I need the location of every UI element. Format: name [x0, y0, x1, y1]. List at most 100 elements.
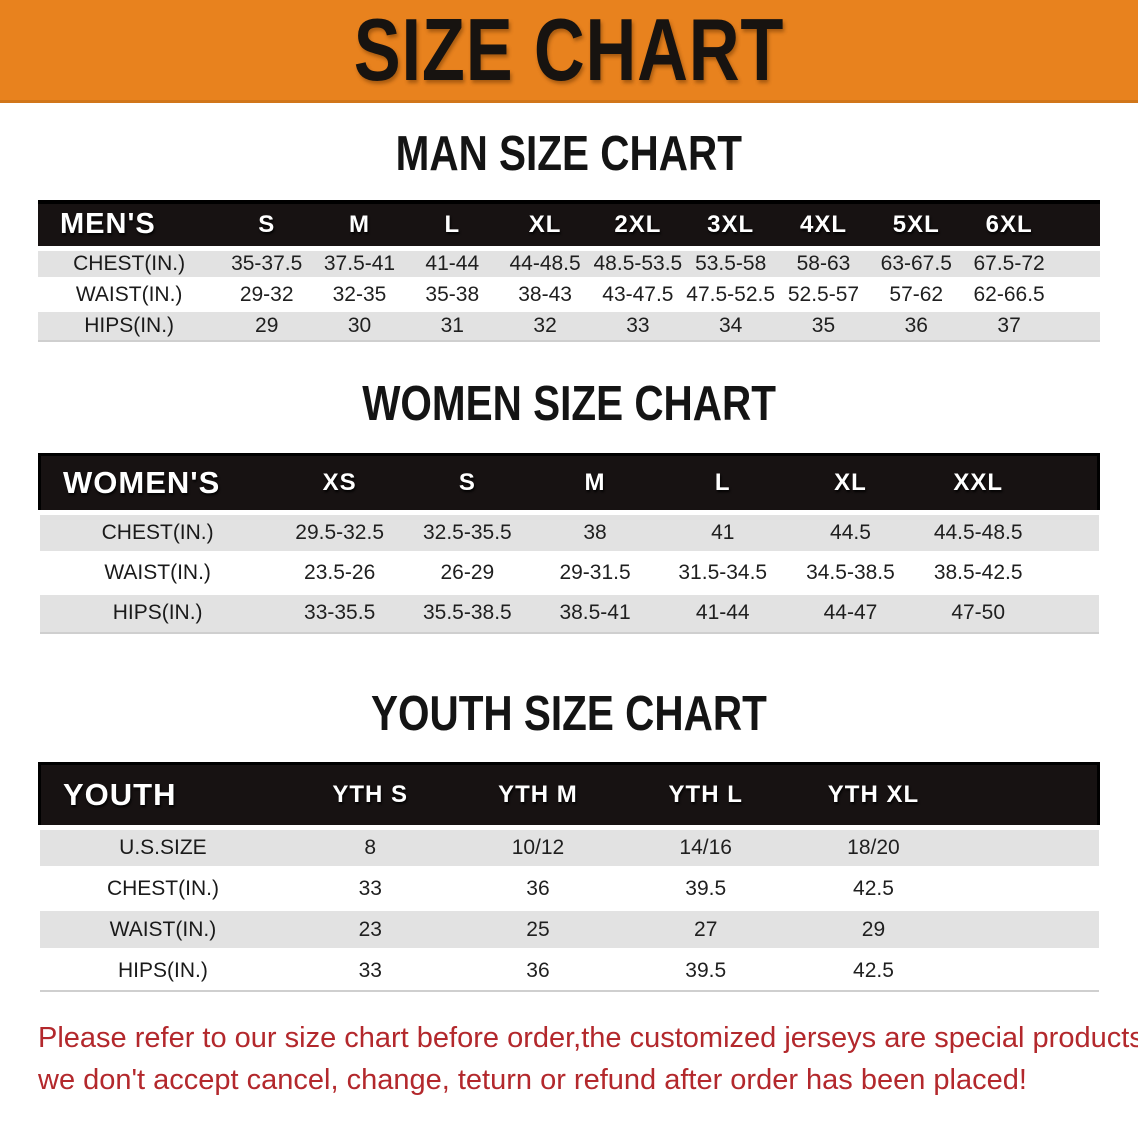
table-row: WAIST(IN.) 23.5-26 26-29 29-31.5 31.5-34.5 34…: [39, 552, 1099, 593]
row-label: U.S.SIZE: [119, 835, 207, 859]
size-cell: 44-48.5: [509, 251, 581, 275]
men-section-heading-text: MAN SIZE CHART: [395, 125, 743, 181]
size-cell: 10/12: [511, 835, 565, 859]
size-cell: 34: [719, 314, 743, 337]
row-label: CHEST(IN.): [101, 520, 214, 544]
size-cell: 43-47.5: [602, 282, 674, 306]
header-spacer-cell: [1056, 202, 1100, 248]
size-cell: 35-37.5: [231, 251, 303, 275]
women-size-table: WOMEN'S XS S M L XL XXL CHEST(IN.) 29.5-32.5 32.5…: [38, 453, 1100, 634]
table-header-row: MEN'S S M L XL 2XL 3XL 4XL 5XL 6XL: [38, 202, 1100, 248]
column-header: L: [714, 469, 731, 496]
size-cell: 36: [526, 959, 550, 982]
size-cell: 62-66.5: [973, 282, 1045, 306]
column-header: XL: [528, 210, 562, 238]
section-women: WOMEN SIZE CHART WOMEN'S XS S M L XL XXL CHEST(…: [0, 342, 1138, 634]
size-cell: 8: [364, 835, 377, 859]
size-cell: 44.5: [830, 520, 871, 544]
size-cell: 23.5-26: [304, 560, 376, 584]
table-title: YOUTH: [63, 776, 177, 812]
table-header-row: YOUTH YTH S YTH M YTH L YTH XL: [39, 763, 1099, 827]
size-cell: 33: [358, 959, 382, 982]
size-cell: 29: [861, 917, 886, 941]
size-cell: 41-44: [695, 601, 750, 624]
size-cell: 29.5-32.5: [295, 520, 385, 544]
size-cell: 31.5-34.5: [678, 560, 768, 584]
table-row: CHEST(IN.) 35-37.5 37.5-41 41-44 44-48.5 48.5…: [38, 248, 1100, 279]
youth-size-table: YOUTH YTH S YTH M YTH L YTH XL U.S.SIZE 8 10/12…: [38, 762, 1100, 992]
size-cell: 29: [255, 314, 279, 337]
column-header: YTH L: [668, 780, 743, 808]
size-cell: 41: [711, 520, 735, 544]
row-spacer-cell: [957, 950, 1098, 991]
column-header: S: [258, 210, 276, 238]
column-header: YTH M: [498, 780, 578, 808]
table-row: WAIST(IN.) 29-32 32-35 35-38 38-43 43-47.5 47.…: [38, 279, 1100, 310]
column-header: YTH XL: [827, 780, 920, 808]
size-cell: 47.5-52.5: [686, 282, 776, 306]
size-cell: 57-62: [889, 282, 944, 306]
size-cell: 53.5-58: [695, 251, 767, 275]
header-spacer-cell: [1042, 455, 1098, 513]
table-row: HIPS(IN.) 33-35.5 35.5-38.5 38.5-41 41-44 44-…: [39, 592, 1099, 633]
size-cell: 30: [347, 314, 372, 337]
column-header: 6XL: [985, 210, 1033, 238]
size-cell: 35-38: [425, 282, 480, 306]
column-header: 4XL: [799, 210, 847, 238]
size-cell: 63-67.5: [880, 251, 952, 275]
row-label: WAIST(IN.): [104, 560, 211, 584]
size-cell: 34.5-38.5: [806, 560, 895, 584]
size-cell: 42.5: [853, 959, 894, 982]
size-cell: 33-35.5: [304, 601, 376, 624]
size-cell: 44-47: [823, 601, 878, 624]
column-header: YTH S: [332, 780, 409, 808]
row-spacer-cell: [1056, 310, 1100, 341]
row-label: HIPS(IN.): [118, 959, 208, 982]
size-cell: 18/20: [847, 835, 900, 859]
size-cell: 32.5-35.5: [422, 520, 512, 544]
size-cell: 29-31.5: [559, 560, 631, 584]
row-label: HIPS(IN.): [112, 601, 203, 624]
row-label: CHEST(IN.): [73, 251, 186, 275]
table-row: CHEST(IN.) 33 36 39.5 42.5: [39, 868, 1099, 909]
row-spacer-cell: [1042, 553, 1098, 593]
size-cell: 33: [626, 314, 650, 337]
column-header: 3XL: [707, 210, 755, 238]
size-cell: 58-63: [796, 251, 851, 275]
section-youth: YOUTH SIZE CHART YOUTH YTH S YTH M YTH L YTH…: [0, 634, 1138, 992]
table-header-row: WOMEN'S XS S M L XL XXL: [39, 454, 1099, 513]
size-cell: 35.5-38.5: [422, 601, 512, 624]
table-title: WOMEN'S: [63, 465, 221, 500]
size-cell: 32-35: [332, 282, 387, 306]
size-cell: 36: [526, 876, 550, 900]
size-cell: 33: [358, 876, 382, 900]
size-cell: 52.5-57: [787, 282, 860, 306]
size-cell: 48.5-53.5: [593, 251, 683, 275]
size-cell: 44.5-48.5: [933, 520, 1023, 544]
row-spacer-cell: [957, 909, 1098, 950]
column-header: L: [444, 210, 461, 238]
size-cell: 35: [811, 314, 836, 337]
column-header: S: [458, 469, 476, 496]
row-label: WAIST(IN.): [109, 917, 217, 941]
header-spacer-cell: [957, 763, 1098, 827]
size-cell: 32: [533, 314, 557, 337]
women-section-heading: WOMEN SIZE CHART: [0, 342, 1138, 453]
size-cell: 37: [997, 314, 1021, 337]
column-header: M: [584, 469, 606, 496]
row-spacer-cell: [1056, 248, 1100, 279]
size-cell: 26-29: [440, 560, 495, 584]
size-cell: 37.5-41: [323, 251, 396, 275]
table-title: MEN'S: [60, 208, 156, 241]
column-header: M: [348, 210, 370, 238]
column-header: 2XL: [614, 210, 662, 238]
youth-section-heading-text: YOUTH SIZE CHART: [371, 684, 767, 741]
table-row: CHEST(IN.) 29.5-32.5 32.5-35.5 38 41 44.5 44.5…: [39, 512, 1099, 553]
size-cell: 39.5: [685, 959, 727, 982]
column-header: XXL: [953, 469, 1004, 496]
column-header: 5XL: [892, 210, 940, 238]
row-label: CHEST(IN.): [106, 876, 219, 900]
size-cell: 36: [904, 314, 928, 337]
men-section-heading: MAN SIZE CHART: [0, 103, 1138, 200]
